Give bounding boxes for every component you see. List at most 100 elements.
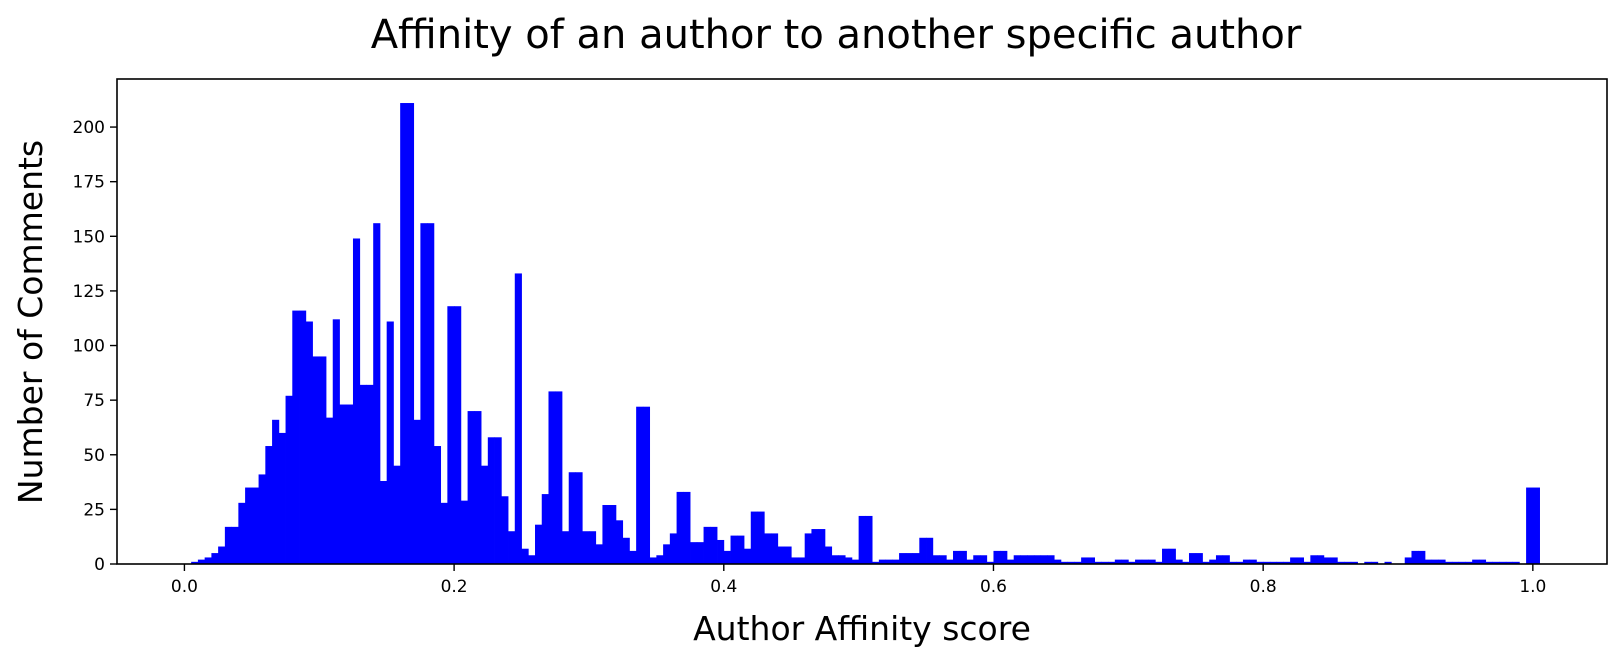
histogram-bar bbox=[191, 561, 199, 564]
histogram-bar bbox=[663, 544, 671, 564]
histogram-bar bbox=[420, 223, 428, 564]
y-axis-ticks: 0 25 50 75 100 125 150 175 200 bbox=[73, 118, 117, 575]
histogram-bar bbox=[1013, 555, 1021, 564]
histogram-bar bbox=[683, 491, 691, 564]
histogram-bar bbox=[1229, 561, 1237, 564]
histogram-bar bbox=[258, 474, 266, 564]
histogram-bar bbox=[919, 537, 927, 564]
x-tick-label: 0.2 bbox=[441, 577, 468, 597]
histogram-bar bbox=[1424, 559, 1433, 564]
histogram-bar bbox=[1101, 561, 1109, 564]
histogram-bar bbox=[804, 533, 812, 564]
histogram-bar bbox=[1532, 487, 1540, 564]
y-tick-label: 25 bbox=[83, 500, 105, 520]
histogram-bar bbox=[299, 310, 307, 564]
histogram-bar bbox=[926, 537, 934, 564]
histogram-bar bbox=[703, 526, 711, 564]
histogram-bar bbox=[1404, 557, 1412, 564]
histogram-bar bbox=[1411, 550, 1419, 564]
histogram-bar bbox=[1330, 557, 1338, 564]
histogram-bar bbox=[1168, 548, 1176, 564]
histogram-bar bbox=[481, 465, 489, 564]
histogram-bar bbox=[777, 546, 785, 564]
histogram-bar bbox=[602, 505, 610, 564]
x-tick-label: 1.0 bbox=[1519, 577, 1546, 597]
histogram-bar bbox=[932, 555, 940, 564]
histogram-bar bbox=[1526, 487, 1534, 564]
histogram-bar bbox=[285, 395, 293, 564]
histogram-bar bbox=[953, 550, 961, 564]
histogram-bar bbox=[872, 561, 880, 564]
histogram-bar bbox=[1276, 561, 1284, 564]
histogram-bar bbox=[373, 223, 381, 564]
histogram-bar bbox=[366, 384, 374, 564]
histogram-bar bbox=[851, 559, 860, 564]
histogram-bar bbox=[649, 557, 657, 564]
histogram-bar bbox=[575, 472, 583, 564]
histogram-bar bbox=[582, 531, 590, 564]
histogram-bar bbox=[1060, 561, 1069, 564]
histogram-bar bbox=[528, 555, 536, 564]
histogram-bar bbox=[770, 533, 779, 564]
histogram-bar bbox=[1472, 559, 1480, 564]
histogram-bar bbox=[1384, 561, 1392, 564]
histogram-bar bbox=[1505, 561, 1514, 564]
histogram-bar bbox=[1027, 555, 1035, 564]
histogram-bar bbox=[838, 555, 846, 564]
histogram-bar bbox=[656, 555, 664, 564]
histogram-bar bbox=[1512, 561, 1520, 564]
histogram-bar bbox=[723, 550, 731, 564]
histogram-bar bbox=[1006, 559, 1015, 564]
histogram-bar bbox=[339, 404, 347, 564]
histogram-bar bbox=[710, 526, 718, 564]
histogram-bar bbox=[595, 544, 603, 564]
histogram-bar bbox=[1478, 559, 1487, 564]
histogram-bar bbox=[878, 559, 886, 564]
histogram-bar bbox=[622, 537, 630, 564]
histogram-bar bbox=[379, 480, 388, 564]
chart-title: Affinity of an author to another specifi… bbox=[371, 12, 1302, 58]
histogram-bar bbox=[1499, 561, 1507, 564]
histogram-bar bbox=[744, 548, 752, 564]
histogram-bar bbox=[1249, 559, 1257, 564]
histogram-bar bbox=[1054, 559, 1062, 564]
histogram-bar bbox=[508, 531, 516, 564]
histogram-bar bbox=[1114, 559, 1122, 564]
y-tick-label: 125 bbox=[73, 282, 105, 302]
histogram-bar bbox=[474, 411, 482, 564]
histogram-bar bbox=[1215, 555, 1224, 564]
histogram-bar bbox=[993, 550, 1001, 564]
histogram-bar bbox=[1344, 561, 1352, 564]
histogram-bar bbox=[1222, 555, 1230, 564]
histogram-bar bbox=[218, 546, 226, 564]
histogram-bar bbox=[1323, 557, 1331, 564]
histogram-bar bbox=[750, 511, 758, 564]
y-tick-label: 200 bbox=[73, 118, 105, 138]
histogram-bar bbox=[433, 446, 442, 564]
histogram-bar bbox=[359, 384, 367, 564]
histogram-bar bbox=[757, 511, 765, 564]
histogram-bar bbox=[939, 555, 947, 564]
histogram-bar bbox=[1465, 561, 1473, 564]
histogram-bar bbox=[1188, 553, 1197, 564]
histogram-bar bbox=[548, 391, 556, 564]
histogram-bar bbox=[1148, 559, 1156, 564]
histogram-bar bbox=[204, 557, 212, 564]
histogram-bar bbox=[845, 557, 853, 564]
x-axis-ticks: 0.0 0.2 0.4 0.6 0.8 1.0 bbox=[171, 564, 1546, 597]
histogram-bar bbox=[1317, 555, 1325, 564]
histogram-bar bbox=[393, 465, 401, 564]
histogram-bar bbox=[352, 238, 361, 565]
histogram-bar bbox=[609, 505, 617, 564]
histogram-bar bbox=[1202, 561, 1210, 564]
histogram-bar bbox=[1040, 555, 1048, 564]
histogram-bar bbox=[1364, 561, 1372, 564]
x-tick-label: 0.6 bbox=[980, 577, 1007, 597]
histogram-bar bbox=[1350, 561, 1358, 564]
histogram-bar bbox=[966, 559, 974, 564]
histogram-bar bbox=[1485, 561, 1493, 564]
histogram-bar bbox=[1371, 561, 1379, 564]
histogram-bar bbox=[501, 496, 509, 564]
histogram-bar bbox=[535, 524, 543, 564]
histogram-bar bbox=[312, 356, 320, 564]
